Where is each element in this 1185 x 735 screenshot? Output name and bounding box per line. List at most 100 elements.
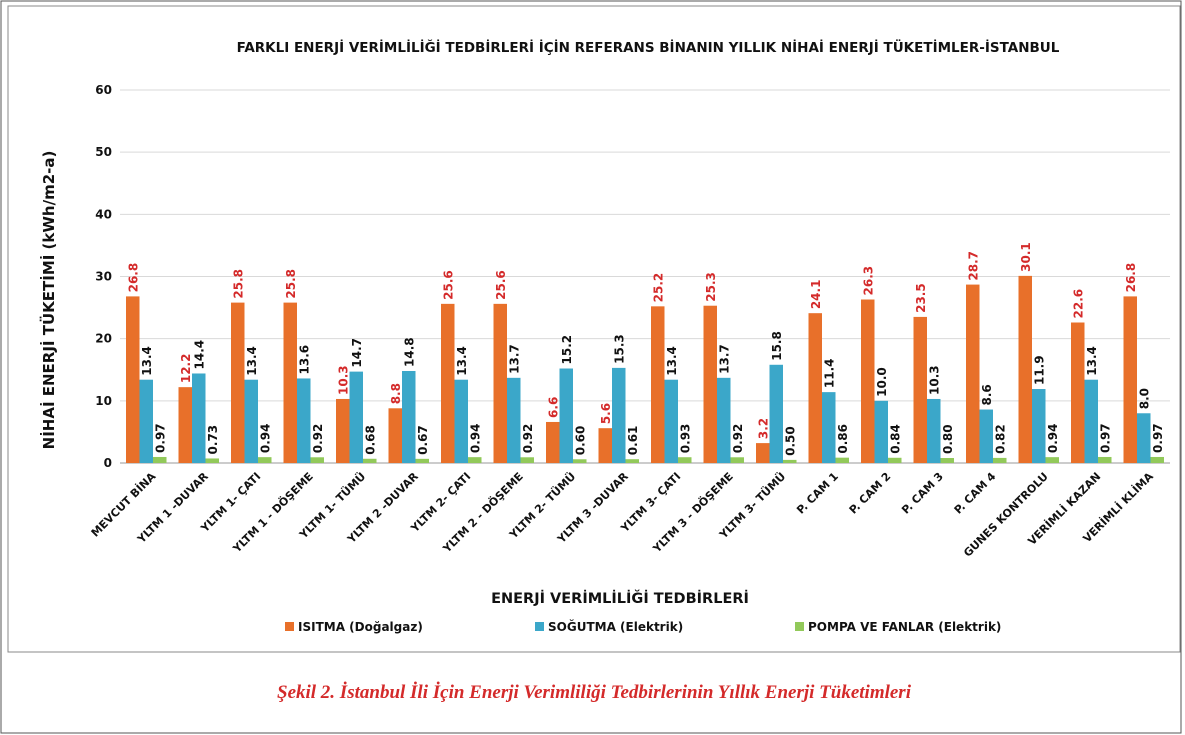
y-tick-label: 60 (95, 83, 112, 97)
data-label: 14.7 (350, 338, 364, 368)
bar (126, 296, 140, 463)
bar (402, 370, 416, 463)
data-label: 28.7 (966, 251, 980, 281)
bar (153, 456, 167, 463)
data-label: 0.97 (153, 423, 167, 453)
data-label: 0.97 (1151, 423, 1165, 453)
data-label: 26.3 (861, 266, 875, 296)
bar (966, 284, 980, 463)
data-label: 15.8 (770, 331, 784, 361)
y-tick-label: 0 (104, 456, 112, 470)
bar (1137, 413, 1151, 463)
bar (192, 373, 206, 463)
x-axis-title: ENERJİ VERİMLİLİĞİ TEDBİRLERİ (491, 589, 749, 607)
bar (913, 316, 927, 463)
data-label: 26.8 (1124, 263, 1138, 293)
data-label: 0.92 (521, 424, 535, 454)
bar (769, 364, 783, 463)
bar (927, 398, 941, 463)
bar (835, 457, 849, 463)
data-label: 15.3 (612, 334, 626, 364)
data-label: 0.60 (573, 426, 587, 456)
y-tick-label: 50 (95, 145, 112, 159)
bar (874, 400, 888, 463)
y-tick-label: 10 (95, 394, 112, 408)
data-label: 10.3 (927, 365, 941, 395)
data-label: 12.2 (179, 354, 193, 384)
data-label: 0.73 (206, 425, 220, 455)
data-label: 0.93 (678, 424, 692, 454)
data-label: 11.4 (822, 359, 836, 389)
bar (940, 458, 954, 463)
data-label: 13.4 (455, 346, 469, 376)
bar (297, 378, 311, 463)
data-label: 22.6 (1071, 289, 1085, 319)
data-label: 13.7 (507, 344, 521, 374)
data-label: 24.1 (809, 280, 823, 310)
legend-swatch (535, 622, 544, 631)
data-label: 0.94 (1046, 424, 1060, 454)
data-label: 23.5 (914, 283, 928, 313)
chart-title: FARKLI ENERJİ VERİMLİLİĞİ TEDBİRLERİ İÇİ… (237, 38, 1060, 56)
bar (468, 457, 482, 463)
data-label: 0.92 (311, 424, 325, 454)
bar (139, 379, 153, 463)
bar (1150, 456, 1164, 463)
chart-border (7, 5, 1181, 653)
bar (612, 367, 626, 463)
bar (283, 302, 297, 463)
bar (664, 379, 678, 463)
bar (756, 443, 770, 463)
data-label: 0.80 (941, 424, 955, 454)
data-label: 15.2 (560, 335, 574, 365)
data-label: 10.0 (875, 367, 889, 397)
bar (205, 458, 219, 463)
bar (388, 408, 402, 463)
data-label: 25.3 (704, 272, 718, 302)
data-label: 0.67 (416, 425, 430, 455)
legend-swatch (795, 622, 804, 631)
bar (1084, 379, 1098, 463)
bar (678, 457, 692, 463)
data-label: 25.6 (441, 270, 455, 300)
data-label: 0.97 (1098, 423, 1112, 453)
bar (993, 457, 1007, 463)
bar (888, 457, 902, 463)
data-label: 8.8 (389, 383, 403, 404)
bar (651, 306, 665, 463)
bar (258, 457, 272, 463)
bar (1032, 389, 1046, 463)
bar (783, 459, 797, 463)
data-label: 13.6 (297, 345, 311, 375)
y-tick-label: 40 (95, 207, 112, 221)
bar (559, 368, 573, 463)
data-label: 8.0 (1137, 388, 1151, 409)
data-label: 13.4 (1085, 346, 1099, 376)
data-label: 25.2 (651, 273, 665, 303)
bar (808, 313, 822, 463)
data-label: 8.6 (980, 384, 994, 405)
bar (1098, 456, 1112, 463)
data-label: 0.84 (888, 424, 902, 454)
data-label: 5.6 (599, 403, 613, 424)
bar (546, 421, 560, 463)
bar (415, 458, 429, 463)
data-label: 6.6 (546, 397, 560, 418)
bar (507, 377, 521, 463)
bar (625, 459, 639, 463)
caption: Şekil 2. İstanbul İli İçin Enerji Veriml… (277, 681, 912, 703)
data-label: 0.61 (626, 426, 640, 456)
bar (573, 459, 587, 463)
bar (717, 377, 731, 463)
bar (1123, 296, 1137, 463)
data-label: 11.9 (1032, 355, 1046, 385)
bar (178, 387, 192, 463)
data-label: 10.3 (336, 365, 350, 395)
bar (363, 458, 377, 463)
y-axis-title: NİHAİ ENERJİ TÜKETİMİ (kWh/m2-a) (39, 151, 58, 450)
data-label: 3.2 (756, 418, 770, 439)
data-label: 0.92 (731, 424, 745, 454)
data-label: 13.4 (140, 346, 154, 376)
legend-label: SOĞUTMA (Elektrik) (548, 619, 683, 634)
